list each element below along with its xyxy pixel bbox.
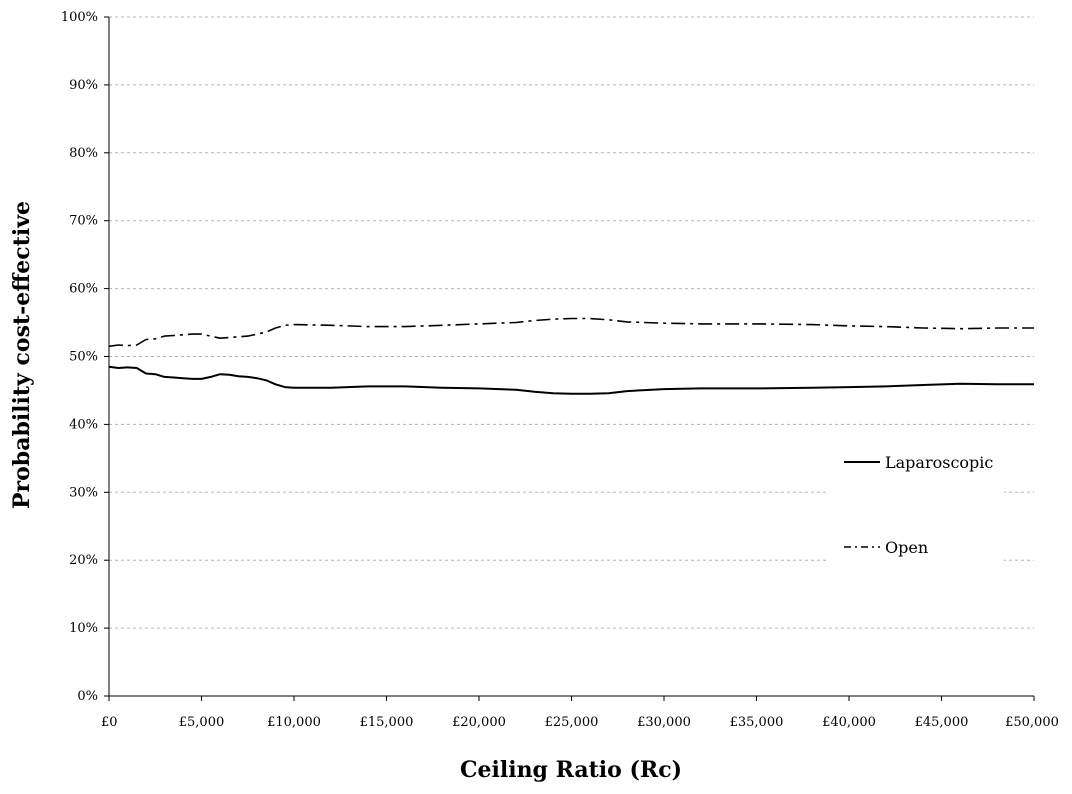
- legend-label-laparoscopic: Laparoscopic: [885, 453, 993, 472]
- x-tick-label: £50,000: [1005, 715, 1059, 730]
- x-tick-label: £10,000: [267, 715, 321, 730]
- y-tick-label: 100%: [61, 10, 98, 25]
- legend-label-open: Open: [885, 538, 928, 557]
- y-tick-label: 20%: [69, 553, 98, 568]
- x-axis-title: Ceiling Ratio (Rc): [460, 757, 682, 783]
- ticks: 0% 10% 20% 30% 40% 50% 60% 70% 80% 90% 100% £0 £5,00…: [61, 10, 1059, 730]
- y-tick-label: 70%: [69, 214, 98, 229]
- x-tick-label: £45,000: [915, 715, 969, 730]
- y-tick-label: 0%: [77, 689, 98, 704]
- x-tick-label: £20,000: [452, 715, 506, 730]
- x-tick-label: £35,000: [730, 715, 784, 730]
- y-axis-title: Probability cost-effective: [9, 201, 35, 509]
- y-tick-label: 50%: [69, 350, 98, 365]
- series-line-laparoscopic: [109, 367, 1034, 394]
- x-tick-label: £0: [101, 715, 118, 730]
- x-tick-label: £15,000: [360, 715, 414, 730]
- y-tick-label: 40%: [69, 417, 98, 432]
- y-tick-label: 80%: [69, 146, 98, 161]
- x-tick-label: £25,000: [545, 715, 599, 730]
- y-tick-label: 90%: [69, 78, 98, 93]
- series-line-open: [109, 319, 1034, 347]
- x-tick-label: £30,000: [637, 715, 691, 730]
- y-tick-label: 60%: [69, 282, 98, 297]
- x-tick-label: £5,000: [179, 715, 225, 730]
- y-tick-label: 30%: [69, 485, 98, 500]
- y-tick-label: 10%: [69, 621, 98, 636]
- legend: Laparoscopic Open: [826, 444, 1004, 570]
- x-tick-label: £40,000: [822, 715, 876, 730]
